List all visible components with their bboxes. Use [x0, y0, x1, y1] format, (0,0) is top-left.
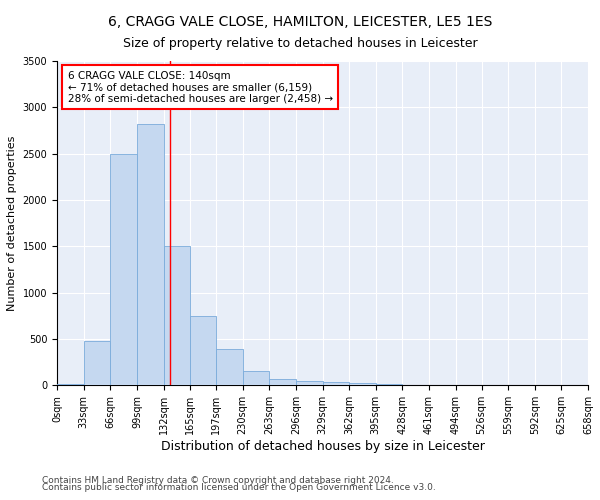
Bar [216, 349, 242, 386]
Bar [269, 379, 296, 386]
Bar [137, 124, 164, 386]
Bar [164, 246, 190, 386]
Bar [376, 384, 403, 386]
Text: Size of property relative to detached houses in Leicester: Size of property relative to detached ho… [122, 38, 478, 51]
X-axis label: Distribution of detached houses by size in Leicester: Distribution of detached houses by size … [161, 440, 484, 453]
Bar [323, 382, 349, 386]
Bar [190, 316, 216, 386]
Bar [296, 381, 323, 386]
Text: 6, CRAGG VALE CLOSE, HAMILTON, LEICESTER, LE5 1ES: 6, CRAGG VALE CLOSE, HAMILTON, LEICESTER… [108, 15, 492, 29]
Text: 6 CRAGG VALE CLOSE: 140sqm
← 71% of detached houses are smaller (6,159)
28% of s: 6 CRAGG VALE CLOSE: 140sqm ← 71% of deta… [68, 70, 333, 104]
Bar [110, 154, 137, 386]
Bar [242, 371, 269, 386]
Bar [57, 384, 83, 386]
Y-axis label: Number of detached properties: Number of detached properties [7, 136, 17, 311]
Text: Contains public sector information licensed under the Open Government Licence v3: Contains public sector information licen… [42, 484, 436, 492]
Text: Contains HM Land Registry data © Crown copyright and database right 2024.: Contains HM Land Registry data © Crown c… [42, 476, 394, 485]
Bar [349, 383, 376, 386]
Bar [83, 341, 110, 386]
